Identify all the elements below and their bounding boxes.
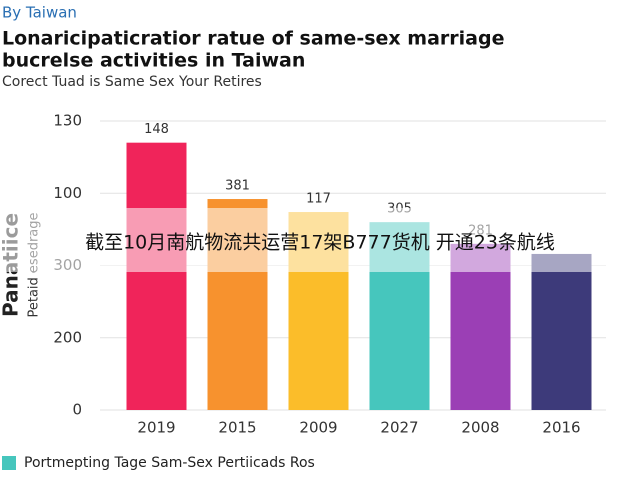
y-tick-label: 100 bbox=[53, 184, 82, 202]
data-label: 381 bbox=[225, 179, 250, 194]
x-tick-label: 2009 bbox=[299, 419, 337, 437]
y-tick-label: 200 bbox=[53, 328, 82, 346]
subtitle: Corect Tuad is Same Sex Your Retires bbox=[2, 74, 262, 90]
y-tick-label: 130 bbox=[53, 112, 82, 130]
overlay-band bbox=[0, 208, 640, 272]
data-label: 117 bbox=[306, 192, 331, 207]
x-tick-label: 2016 bbox=[542, 419, 580, 437]
bar bbox=[126, 142, 187, 411]
bar bbox=[531, 253, 592, 410]
legend-label: Portmepting Tage Sam-Sex Pertiicads Ros bbox=[24, 455, 315, 471]
source: By Taiwan bbox=[2, 4, 77, 22]
x-tick-label: 2015 bbox=[218, 419, 256, 437]
data-label: 148 bbox=[144, 122, 169, 137]
x-tick-label: 2008 bbox=[461, 419, 499, 437]
chart-title: Lonaricipaticratior ratue of same-sex ma… bbox=[2, 28, 504, 50]
x-tick-label: 2027 bbox=[380, 419, 418, 437]
y-tick-label: 0 bbox=[72, 401, 82, 419]
overlay-caption: 截至10月南航物流共运营17架B777货机 开通23条航线 bbox=[85, 232, 555, 254]
chart-title: bucrelse activities in Taiwan bbox=[2, 50, 305, 72]
x-tick-label: 2019 bbox=[137, 419, 175, 437]
legend-swatch bbox=[2, 456, 16, 470]
